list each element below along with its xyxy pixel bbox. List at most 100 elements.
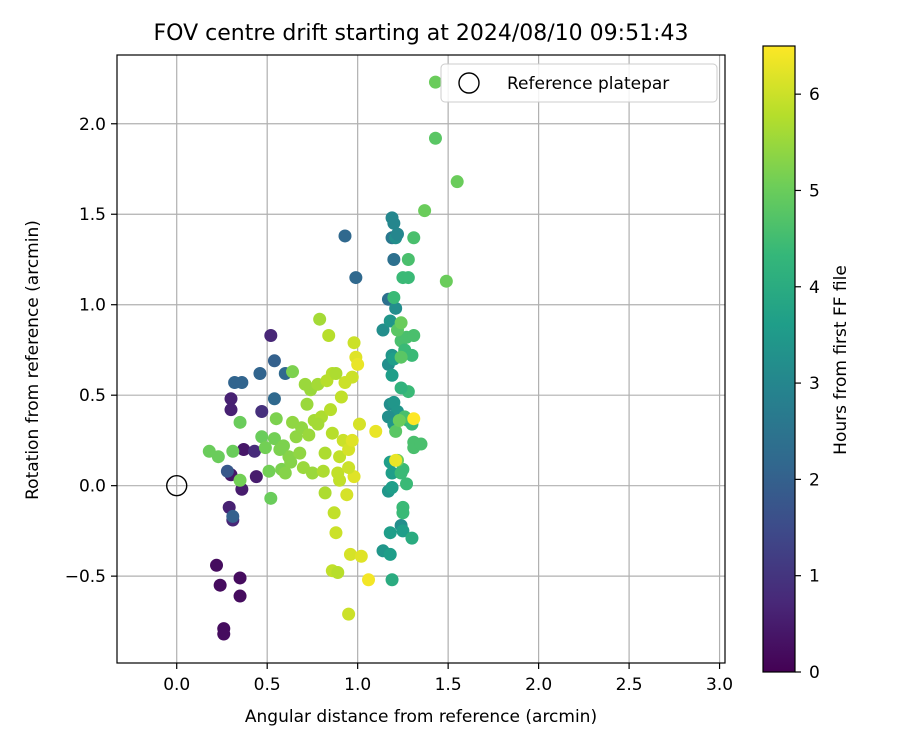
y-tick-label: 0.5 [79,386,106,406]
data-point [258,441,272,455]
plot-frame [116,54,726,664]
reference-platepar-marker [166,474,188,497]
x-tick-label: 2.0 [525,675,552,695]
data-point [264,328,278,342]
y-axis-label: Rotation from reference (arcmin) [23,220,43,500]
data-point [439,274,453,288]
data-point [385,573,399,587]
data-point [342,461,356,475]
data-point [329,366,343,380]
data-point [237,442,251,456]
colorbar-label: Hours from first FF file [831,265,851,455]
data-point [354,549,368,563]
data-point [387,290,401,304]
data-point [233,415,247,429]
data-point [407,328,421,342]
data-point [414,437,428,451]
data-point [269,412,283,426]
x-axis-ticks: 0.0 0.5 1.0 1.5 2.0 2.5 3.0 [163,663,733,695]
data-point [392,414,406,428]
y-tick-label: 0.0 [79,477,106,497]
colorbar: 0 1 2 3 4 5 6 Hours from first FF file [762,45,851,683]
data-point [233,589,247,603]
data-point [316,464,330,478]
colorbar-tick-label: 4 [809,278,820,298]
data-point [255,430,269,444]
data-point [311,417,325,431]
data-point [211,450,225,464]
data-point [226,509,240,523]
legend-reference-marker [458,72,480,94]
grid-lines [117,55,725,663]
data-point [224,392,238,406]
data-point [322,328,336,342]
data-point [407,412,421,426]
data-point [324,403,338,417]
data-point [293,446,307,460]
legend: Reference platepar [440,63,718,103]
data-point [253,366,267,380]
data-point [383,526,397,540]
data-point [327,506,341,520]
data-point [235,376,249,390]
data-point [385,368,399,382]
data-point [210,558,224,572]
colorbar-gradient [762,45,796,673]
data-point [383,314,397,328]
y-tick-label: 1.5 [79,205,106,225]
data-point [217,627,231,641]
data-point [233,473,247,487]
data-point [347,336,361,350]
data-point [389,453,403,467]
y-tick-label: 2.0 [79,115,106,135]
data-point [224,403,238,417]
data-point [394,350,408,364]
data-point [302,428,316,442]
data-point [286,365,300,379]
data-point [401,252,415,266]
data-point [334,390,348,404]
x-tick-label: 1.0 [344,675,371,695]
data-point [405,531,419,545]
data-point [333,473,347,487]
data-points [202,75,464,641]
data-point [390,227,404,241]
data-point [278,466,292,480]
data-point [394,316,408,330]
data-point [349,271,363,285]
data-point [396,506,410,520]
x-tick-label: 0.5 [254,675,281,695]
data-point [248,444,262,458]
data-point [342,607,356,621]
data-point [405,348,419,362]
data-point [284,455,298,469]
data-point [345,433,359,447]
data-point [325,426,339,440]
data-point [267,354,281,368]
data-point [383,547,397,561]
x-tick-label: 2.5 [616,675,643,695]
data-point [226,444,240,458]
legend-box [440,63,718,103]
legend-entry-reference-platepar: Reference platepar [507,74,669,94]
data-point [267,392,281,406]
colorbar-tick-label: 1 [809,567,820,587]
data-point [418,204,432,218]
colorbar-tick-label: 5 [809,181,820,201]
data-point [407,231,421,245]
data-point [387,252,401,266]
data-point [267,432,281,446]
data-point [305,466,319,480]
data-point [249,470,263,484]
colorbar-tick-label: 6 [809,85,820,105]
data-point [396,524,410,538]
data-point [352,417,366,431]
data-point [428,131,442,145]
x-axis-label: Angular distance from reference (arcmin) [245,707,597,727]
data-point [255,404,269,418]
data-point [329,526,343,540]
data-point [273,442,287,456]
data-point [331,566,345,580]
data-point [351,357,365,371]
